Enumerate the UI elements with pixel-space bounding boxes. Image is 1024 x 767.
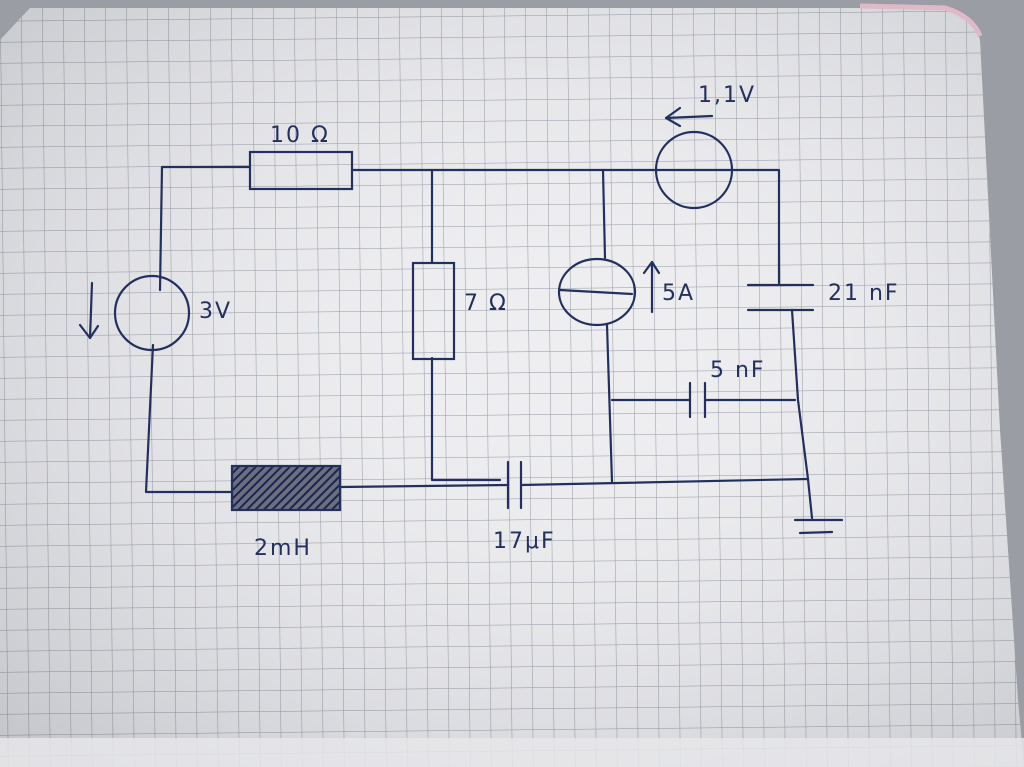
capacitor-21nf	[746, 283, 815, 312]
page-shading	[0, 8, 1024, 767]
resistor-10-ohm	[248, 150, 354, 191]
current-source-5a	[557, 257, 637, 327]
capacitor-5nf	[688, 381, 707, 419]
label-17uf: 17μF	[493, 529, 556, 554]
label-7-ohm: 7 Ω	[464, 291, 508, 316]
voltage-source-1-1v	[654, 130, 734, 210]
voltage-source-3v	[113, 274, 191, 352]
resistor-7-ohm	[411, 261, 456, 361]
arrow-up-icon	[642, 260, 661, 314]
label-5nf: 5 nF	[710, 358, 766, 383]
capacitor-17uf	[506, 460, 523, 510]
label-2mh: 2mH	[254, 536, 312, 561]
inductor-2mh	[230, 464, 342, 512]
label-5a: 5A	[662, 281, 695, 306]
ground-icon	[793, 518, 844, 535]
arrow-left-icon	[664, 106, 714, 128]
circuit-wires	[144, 165, 814, 520]
label-21nf: 21 nF	[828, 281, 900, 306]
next-page-edge	[0, 738, 1024, 767]
notebook-binding-edge	[859, 3, 983, 38]
label-3v: 3V	[199, 299, 232, 324]
label-10-ohm: 10 Ω	[270, 123, 330, 148]
label-1-1v: 1,1V	[698, 83, 756, 108]
arrow-down-icon	[78, 281, 100, 340]
